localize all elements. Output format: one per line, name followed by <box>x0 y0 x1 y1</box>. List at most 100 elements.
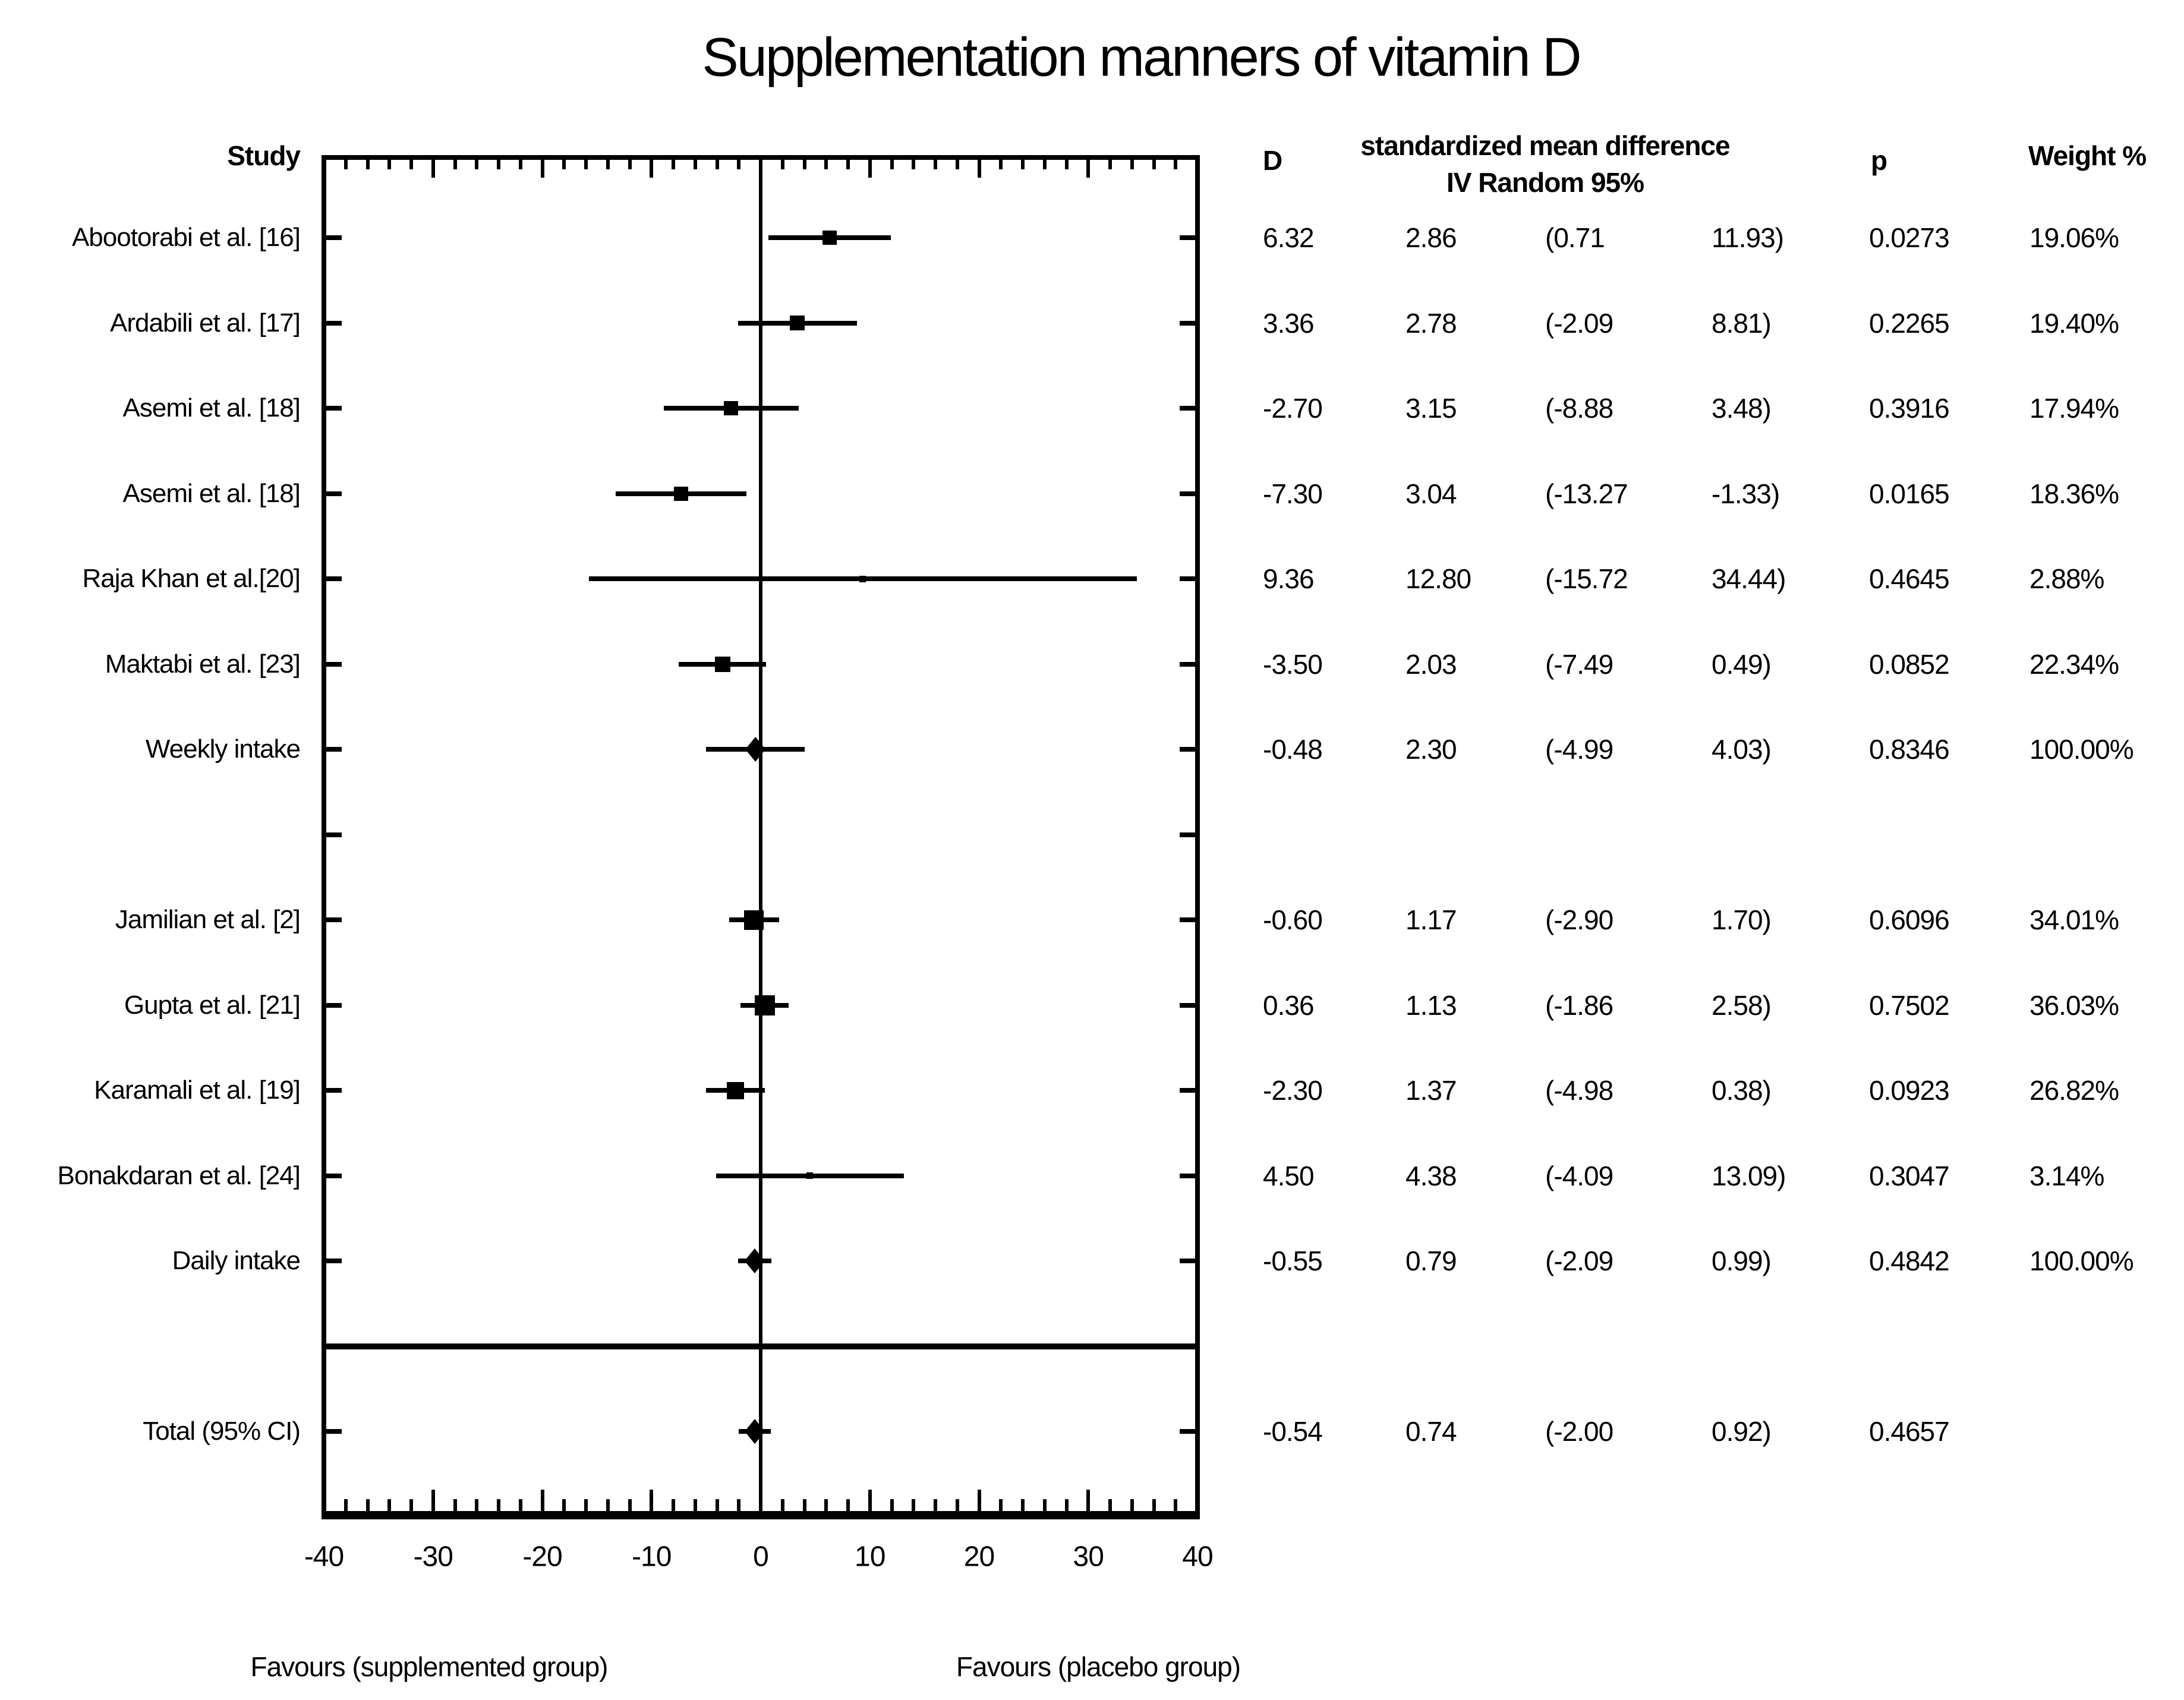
cell-weight: 3.14% <box>2029 1160 2104 1191</box>
cell-ci-high: 2.58) <box>1712 989 1772 1021</box>
x-tick-minor-bottom <box>693 1499 697 1511</box>
x-tick-major-bottom <box>1086 1490 1091 1511</box>
x-tick-minor-bottom <box>934 1499 937 1511</box>
cell-se: 2.78 <box>1405 307 1457 339</box>
row-tick-left <box>326 661 342 667</box>
row-tick-left <box>326 1259 342 1263</box>
cell-se: 3.15 <box>1405 393 1457 424</box>
row-tick-left <box>326 1002 342 1008</box>
d-column-header: D <box>1263 145 1282 176</box>
row-tick-left <box>326 747 342 752</box>
cell-ci-high: 11.93) <box>1712 222 1784 253</box>
x-tick-minor-bottom <box>912 1499 916 1511</box>
cell-p: 0.3047 <box>1869 1160 1950 1191</box>
cell-se: 3.04 <box>1405 478 1457 509</box>
x-tick-minor-bottom <box>606 1499 610 1511</box>
x-tick-minor-top <box>1152 160 1156 169</box>
x-tick-minor-top <box>628 160 632 169</box>
x-tick-major-bottom <box>650 1490 654 1511</box>
row-tick-left <box>326 491 342 496</box>
row-tick-left <box>326 576 342 581</box>
x-tick-minor-bottom <box>1130 1499 1134 1511</box>
cell-ci-high: 1.70) <box>1712 904 1772 935</box>
cell-ci-high: 4.03) <box>1712 734 1772 765</box>
cell-ci-high: 34.44) <box>1712 563 1786 594</box>
square-marker <box>714 656 730 672</box>
x-axis-line <box>322 1511 1200 1519</box>
cell-weight: 22.34% <box>2029 648 2119 680</box>
x-tick-label: -10 <box>632 1541 672 1573</box>
cell-ci-low: (-2.90 <box>1545 904 1613 935</box>
cell-ci-high: -1.33) <box>1712 478 1780 509</box>
row-tick-right <box>1180 747 1195 752</box>
row-tick-left <box>326 1429 342 1434</box>
favours-left-label: Favours (supplemented group) <box>250 1651 609 1682</box>
cell-ci-low: (-4.99 <box>1545 734 1613 765</box>
x-tick-minor-top <box>584 160 588 169</box>
x-tick-minor-bottom <box>584 1499 588 1511</box>
x-tick-minor-bottom <box>955 1499 959 1511</box>
zero-reference-line <box>759 157 762 1515</box>
x-tick-minor-top <box>802 160 806 169</box>
cell-p: 0.3916 <box>1869 393 1950 424</box>
x-tick-minor-top <box>999 160 1003 169</box>
cell-ci-low: (-1.86 <box>1545 989 1613 1021</box>
row-tick-right <box>1180 1429 1195 1434</box>
x-tick-minor-top <box>780 160 784 169</box>
square-marker <box>754 995 775 1015</box>
cell-d: 3.36 <box>1263 307 1315 339</box>
study-label: Bonakdaran et al. [24] <box>57 1160 301 1190</box>
smd-column-header-line2: IV Random 95% <box>1446 167 1644 198</box>
cell-ci-low: (-2.09 <box>1545 307 1613 339</box>
x-tick-minor-top <box>518 160 522 169</box>
cell-p: 0.0165 <box>1869 478 1950 509</box>
cell-ci-low: (-4.98 <box>1545 1075 1613 1106</box>
x-tick-label: -30 <box>413 1541 453 1573</box>
row-tick-right <box>1180 661 1195 667</box>
cell-se: 0.74 <box>1405 1416 1457 1447</box>
cell-se: 12.80 <box>1405 563 1471 594</box>
x-tick-minor-bottom <box>999 1499 1003 1511</box>
cell-weight: 19.06% <box>2029 222 2119 253</box>
row-tick-left <box>326 320 342 326</box>
x-tick-minor-bottom <box>387 1499 392 1511</box>
cell-ci-low: (-13.27 <box>1545 478 1628 509</box>
row-tick-right <box>1180 1173 1195 1178</box>
plot-border-left <box>322 155 326 1519</box>
cell-d: 6.32 <box>1263 222 1315 253</box>
cell-p: 0.4842 <box>1869 1245 1950 1276</box>
x-tick-major-bottom <box>868 1490 872 1511</box>
square-marker <box>727 1081 745 1099</box>
cell-ci-low: (-2.00 <box>1545 1416 1613 1447</box>
row-tick-left <box>326 235 342 240</box>
study-column-header: Study <box>227 140 301 171</box>
row-tick-left <box>326 1088 342 1093</box>
cell-se: 1.13 <box>1405 989 1457 1021</box>
x-tick-minor-top <box>912 160 916 169</box>
row-tick-right <box>1180 832 1195 837</box>
x-tick-major-top <box>540 160 544 178</box>
row-tick-right <box>1180 235 1195 240</box>
cell-ci-low: (-15.72 <box>1545 563 1628 594</box>
cell-p: 0.0923 <box>1869 1075 1950 1106</box>
row-tick-left <box>326 406 342 411</box>
x-tick-minor-bottom <box>409 1499 413 1511</box>
x-tick-minor-top <box>1021 160 1025 169</box>
cell-p: 0.8346 <box>1869 734 1950 765</box>
cell-ci-high: 0.92) <box>1712 1416 1772 1447</box>
x-tick-minor-bottom <box>824 1499 828 1511</box>
row-tick-right <box>1180 1259 1195 1263</box>
x-tick-label: -20 <box>522 1541 562 1573</box>
x-tick-minor-top <box>715 160 719 169</box>
row-tick-right <box>1180 491 1195 496</box>
cell-se: 4.38 <box>1405 1160 1457 1191</box>
x-tick-minor-bottom <box>1108 1499 1112 1511</box>
x-tick-minor-top <box>365 160 370 169</box>
cell-ci-low: (-2.09 <box>1545 1245 1613 1276</box>
x-tick-minor-top <box>693 160 697 169</box>
x-tick-minor-top <box>387 160 392 169</box>
cell-weight: 19.40% <box>2029 307 2119 339</box>
x-tick-minor-top <box>1064 160 1069 169</box>
cell-weight: 2.88% <box>2029 563 2104 594</box>
